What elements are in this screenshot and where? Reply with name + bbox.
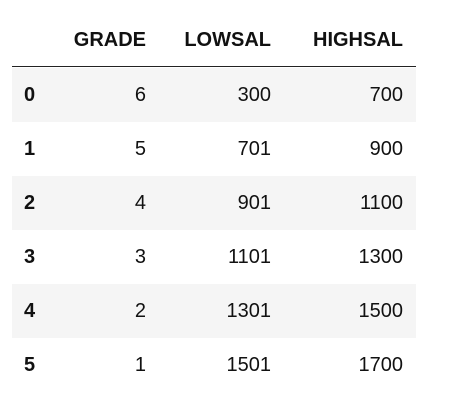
row-index: 5 (24, 354, 36, 376)
row-index: 4 (24, 300, 36, 322)
table-cell: 6 (134, 84, 146, 106)
column-header: LOWSAL (184, 29, 271, 51)
table-cell: 1501 (226, 354, 272, 376)
table-cell: 4 (134, 192, 146, 214)
row-stripe (12, 68, 416, 122)
table-cell: 901 (237, 192, 271, 214)
table-cell: 1 (134, 354, 146, 376)
table-cell: 700 (369, 84, 403, 106)
row-index: 2 (24, 192, 36, 214)
column-header: GRADE (73, 29, 146, 51)
table-cell: 1700 (358, 354, 404, 376)
table-cell: 1300 (358, 246, 404, 268)
row-index: 0 (24, 84, 36, 106)
table-cell: 1101 (227, 246, 271, 268)
table-cell: 2 (134, 300, 146, 322)
table-cell: 701 (237, 138, 271, 160)
table-cell: 3 (134, 246, 146, 268)
row-stripe (12, 284, 416, 338)
row-index: 1 (24, 138, 36, 160)
row-index: 3 (24, 246, 36, 268)
column-header: HIGHSAL (313, 29, 403, 51)
table-cell: 1500 (358, 300, 404, 322)
table-cell: 900 (369, 138, 403, 160)
row-stripe (12, 176, 416, 230)
header-rule (12, 66, 416, 67)
table-cell: 300 (237, 84, 271, 106)
table-cell: 5 (134, 138, 146, 160)
table-cell: 1100 (359, 192, 403, 214)
table-cell: 1301 (226, 300, 272, 322)
